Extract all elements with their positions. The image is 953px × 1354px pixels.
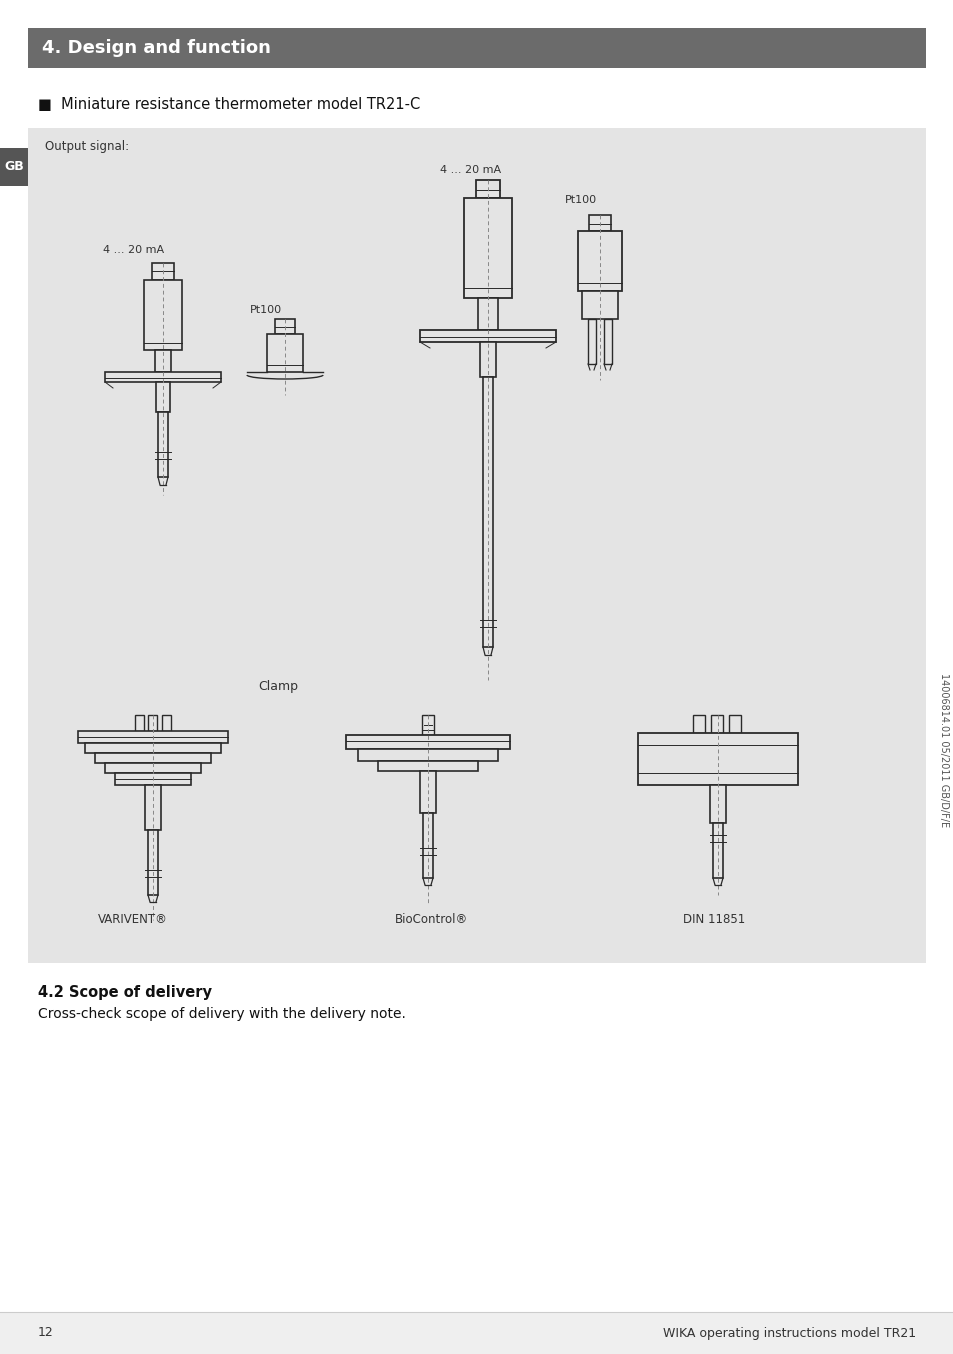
Bar [267,334,303,372]
Bar [463,198,512,298]
Bar [154,349,171,372]
Text: Pt100: Pt100 [250,305,282,315]
Bar [638,733,797,785]
Bar [581,291,618,320]
Bar [105,764,201,773]
Bar [422,812,433,877]
Bar [0,148,28,185]
Bar [105,372,221,382]
Text: Output signal:: Output signal: [45,139,129,153]
Bar [709,785,725,823]
Bar [95,753,211,764]
Bar [115,773,191,785]
Bar [145,785,161,830]
Bar [377,761,477,770]
Bar [152,263,173,280]
Bar [28,129,925,963]
Bar [156,382,170,412]
Text: 4 ... 20 mA: 4 ... 20 mA [103,245,164,255]
Bar [135,715,144,731]
Text: 4. Design and function: 4. Design and function [42,39,271,57]
Bar [692,715,704,733]
Bar [148,715,157,731]
Bar [421,715,434,735]
Text: BioControl®: BioControl® [395,913,468,926]
Bar [78,731,228,743]
Bar [588,215,610,232]
Bar [419,330,556,343]
Bar [158,412,168,477]
Text: ■  Miniature resistance thermometer model TR21-C: ■ Miniature resistance thermometer model… [38,97,420,112]
Text: DIN 11851: DIN 11851 [682,913,744,926]
Bar [476,180,499,198]
Bar [710,715,722,733]
Bar [477,298,497,330]
Bar [162,715,171,731]
Bar [482,376,493,647]
Text: Cross-check scope of delivery with the delivery note.: Cross-check scope of delivery with the d… [38,1007,405,1021]
Bar [479,343,496,376]
Text: Clamp: Clamp [257,680,297,693]
Bar [148,830,158,895]
Bar [346,735,510,749]
Bar [419,770,436,812]
Bar [587,320,596,364]
Text: 12: 12 [38,1327,53,1339]
Text: 4.2 Scope of delivery: 4.2 Scope of delivery [38,984,212,1001]
Text: 14006814.01 05/2011 GB/D/F/E: 14006814.01 05/2011 GB/D/F/E [938,673,948,827]
Text: 4 ... 20 mA: 4 ... 20 mA [439,165,500,175]
Bar [85,743,221,753]
Bar [0,1312,953,1354]
Bar [728,715,740,733]
Bar [144,280,182,349]
Bar [274,320,294,334]
Bar [603,320,612,364]
Text: WIKA operating instructions model TR21: WIKA operating instructions model TR21 [662,1327,915,1339]
Bar [712,823,722,877]
Bar [357,749,497,761]
Text: Pt100: Pt100 [564,195,597,204]
Bar [28,28,925,68]
Text: GB: GB [4,161,24,173]
Text: VARIVENT®: VARIVENT® [98,913,168,926]
Bar [578,232,621,291]
